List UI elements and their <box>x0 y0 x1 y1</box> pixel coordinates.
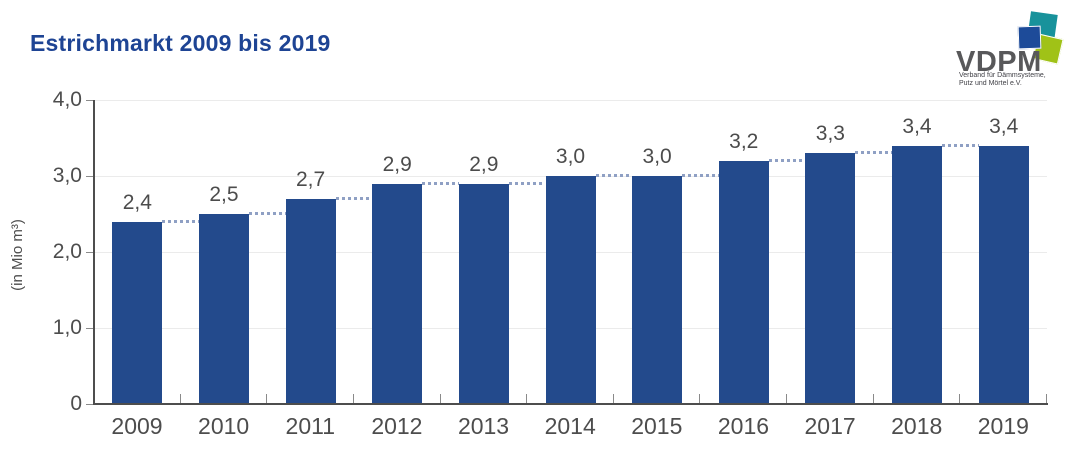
bar-value-label: 3,4 <box>989 114 1019 138</box>
bar-value-label: 2,4 <box>122 190 152 214</box>
x-axis-label: 2017 <box>804 413 856 439</box>
logo-subtitle-line1: Verband für Dämmsysteme, <box>959 72 1046 79</box>
x-axis-tick <box>179 394 181 403</box>
x-axis-line <box>93 403 1048 405</box>
y-axis-tick <box>86 176 94 177</box>
gridline <box>94 99 1047 101</box>
bar <box>372 183 423 404</box>
bar-value-label: 3,0 <box>642 145 672 168</box>
x-axis-tick <box>872 394 874 403</box>
trend-line-segment <box>682 174 719 177</box>
bar <box>458 183 509 404</box>
x-axis-tick <box>439 394 441 403</box>
trend-line-segment <box>335 196 373 200</box>
x-axis-label: 2015 <box>631 413 683 439</box>
trend-line-segment <box>422 181 459 185</box>
trend-line-segment <box>248 212 286 215</box>
logo-wordmark: VDPM <box>956 46 1042 78</box>
x-axis-tick <box>959 394 961 403</box>
logo-subtitle-line2: Putz und Mörtel e.V. <box>959 80 1022 87</box>
bar <box>632 176 683 404</box>
y-axis-line <box>93 100 95 405</box>
x-axis-label: 2018 <box>891 413 943 439</box>
bar-value-label: 2,5 <box>209 183 239 206</box>
bar <box>285 198 336 404</box>
trend-line-segment <box>768 158 806 162</box>
y-axis-tick <box>86 404 94 405</box>
x-axis-label: 2013 <box>457 413 510 439</box>
bar <box>718 160 769 404</box>
y-axis-tick-label: 0 <box>70 392 82 415</box>
bar <box>545 176 596 404</box>
bar <box>112 221 163 404</box>
bar-value-label: 2,7 <box>295 167 326 191</box>
x-axis-tick <box>266 394 268 403</box>
y-axis-tick <box>86 252 94 253</box>
x-axis-tick <box>526 394 528 403</box>
bar-value-label: 2,9 <box>469 152 499 176</box>
y-axis-tick-label: 4,0 <box>52 88 82 111</box>
trend-line-segment <box>595 174 633 177</box>
bar-value-label: 3,2 <box>729 129 759 153</box>
x-axis-label: 2016 <box>717 413 770 439</box>
bar <box>892 145 943 404</box>
bar-value-label: 3,0 <box>555 145 586 168</box>
y-axis-tick <box>86 328 94 329</box>
bar-value-label: 3,3 <box>815 122 845 146</box>
y-axis-tick-label: 1,0 <box>52 316 82 339</box>
bar-value-label: 2,9 <box>382 152 412 176</box>
bar <box>805 153 856 404</box>
trend-line-segment <box>508 181 546 185</box>
x-axis-tick <box>786 394 788 403</box>
y-axis-tick-label: 2,0 <box>52 240 82 263</box>
trend-line-segment <box>162 219 199 223</box>
x-axis-label: 2012 <box>371 413 423 439</box>
x-axis-tick <box>612 394 614 403</box>
x-axis-tick <box>1046 394 1047 403</box>
x-axis-tick <box>352 394 354 403</box>
bar-value-label: 3,4 <box>902 114 932 138</box>
x-axis-label: 2010 <box>198 413 250 439</box>
bar <box>198 214 249 404</box>
bar <box>978 145 1029 404</box>
y-axis-tick-label: 3,0 <box>52 164 82 187</box>
x-axis-label: 2014 <box>544 413 596 439</box>
y-axis-title: (in Mio m³) <box>9 219 26 291</box>
page-title: Estrichmarkt 2009 bis 2019 <box>30 30 331 56</box>
x-axis-label: 2019 <box>977 413 1029 439</box>
x-axis-label: 2011 <box>285 413 335 439</box>
x-axis-tick <box>699 394 701 403</box>
vdpm-logo: VDPM Verband für Dämmsysteme, Putz und M… <box>950 8 1075 93</box>
trend-line-segment <box>942 143 979 147</box>
y-axis-tick <box>86 100 94 101</box>
trend-line-segment <box>855 151 893 155</box>
logo-subtitle: Verband für Dämmsysteme, Putz und Mörtel… <box>959 72 1046 88</box>
x-axis-label: 2009 <box>111 413 163 439</box>
